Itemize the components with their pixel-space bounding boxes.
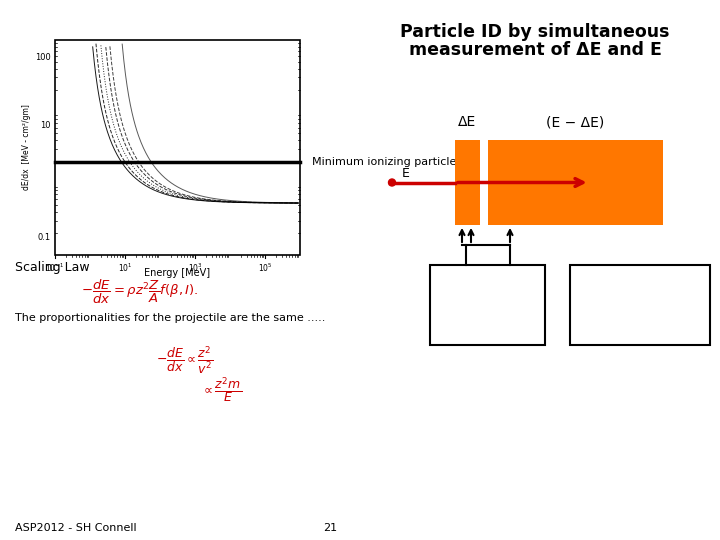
Text: $-\dfrac{dE}{dx} \propto \dfrac{z^2}{v^2}$: $-\dfrac{dE}{dx} \propto \dfrac{z^2}{v^2… [156, 344, 214, 376]
Text: (E − ΔE): (E − ΔE) [546, 115, 605, 129]
Bar [430, 265, 545, 345]
Text: $\Delta E - \int \frac{dE}{dx}dx$: $\Delta E - \int \frac{dE}{dx}dx$ [456, 315, 519, 335]
Bar [455, 140, 480, 225]
Circle shape [389, 179, 395, 186]
Text: 0.1: 0.1 [38, 233, 51, 242]
Text: Energy [MeV]: Energy [MeV] [145, 268, 210, 278]
Text: 10$^{1}$: 10$^{1}$ [117, 262, 132, 274]
Text: 10$^{-1}$: 10$^{-1}$ [45, 262, 65, 274]
Text: Minimum ionizing particle (MIP): Minimum ionizing particle (MIP) [312, 157, 488, 167]
Text: Scaling Law: Scaling Law [15, 261, 89, 274]
Text: E: E [402, 167, 410, 180]
Text: ΔE: ΔE [459, 115, 477, 129]
Text: $\propto \dfrac{z^2 m}{E}$: $\propto \dfrac{z^2 m}{E}$ [202, 375, 243, 405]
Text: 10$^{3}$: 10$^{3}$ [188, 262, 202, 274]
Text: The proportionalities for the projectile are the same .....: The proportionalities for the projectile… [15, 313, 325, 323]
Text: measurement of ΔE and E: measurement of ΔE and E [408, 41, 662, 59]
Text: ASP2012 - SH Connell: ASP2012 - SH Connell [15, 523, 137, 533]
Text: 21: 21 [323, 523, 337, 533]
Bar [488, 140, 663, 225]
Bar [570, 265, 710, 345]
Text: $-\dfrac{dE}{dx} = \rho z^2 \dfrac{Z}{A} f(\beta, I).$: $-\dfrac{dE}{dx} = \rho z^2 \dfrac{Z}{A}… [81, 278, 199, 306]
Text: 100: 100 [35, 53, 51, 62]
Text: measurement: measurement [451, 287, 524, 297]
Text: 10: 10 [40, 122, 51, 131]
Bar [55, 40, 300, 255]
Text: E = ΔE + (E − ΔE): E = ΔE + (E − ΔE) [593, 292, 687, 302]
Text: Energy loss: Energy loss [457, 274, 518, 284]
Text: 10$^{5}$: 10$^{5}$ [258, 262, 272, 274]
Text: Calorimetry: Calorimetry [607, 275, 672, 285]
Text: Particle ID by simultaneous: Particle ID by simultaneous [400, 23, 670, 41]
Text: dE/dx  [MeV - cm²/gm]: dE/dx [MeV - cm²/gm] [22, 105, 32, 191]
Bar [480, 140, 488, 225]
